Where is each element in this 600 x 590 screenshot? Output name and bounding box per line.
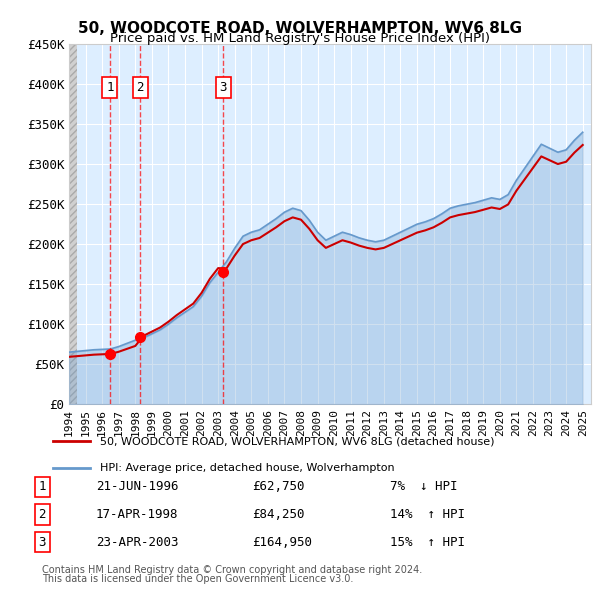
Text: 23-APR-2003: 23-APR-2003 xyxy=(96,536,179,549)
Text: £164,950: £164,950 xyxy=(252,536,312,549)
Text: Price paid vs. HM Land Registry's House Price Index (HPI): Price paid vs. HM Land Registry's House … xyxy=(110,32,490,45)
Text: £62,750: £62,750 xyxy=(252,480,305,493)
Text: 14%  ↑ HPI: 14% ↑ HPI xyxy=(390,508,465,521)
Text: 2: 2 xyxy=(38,508,46,521)
Text: 50, WOODCOTE ROAD, WOLVERHAMPTON, WV6 8LG: 50, WOODCOTE ROAD, WOLVERHAMPTON, WV6 8L… xyxy=(78,21,522,35)
Text: 15%  ↑ HPI: 15% ↑ HPI xyxy=(390,536,465,549)
Bar xyxy=(69,44,77,404)
Text: HPI: Average price, detached house, Wolverhampton: HPI: Average price, detached house, Wolv… xyxy=(100,463,395,473)
Text: £84,250: £84,250 xyxy=(252,508,305,521)
Text: 1: 1 xyxy=(106,81,113,94)
Text: 50, WOODCOTE ROAD, WOLVERHAMPTON, WV6 8LG (detached house): 50, WOODCOTE ROAD, WOLVERHAMPTON, WV6 8L… xyxy=(100,436,494,446)
Text: 17-APR-1998: 17-APR-1998 xyxy=(96,508,179,521)
Text: 3: 3 xyxy=(220,81,227,94)
Text: 7%  ↓ HPI: 7% ↓ HPI xyxy=(390,480,458,493)
Text: 3: 3 xyxy=(38,536,46,549)
Text: 21-JUN-1996: 21-JUN-1996 xyxy=(96,480,179,493)
Text: 1: 1 xyxy=(38,480,46,493)
Text: Contains HM Land Registry data © Crown copyright and database right 2024.: Contains HM Land Registry data © Crown c… xyxy=(42,565,422,575)
Text: 2: 2 xyxy=(136,81,144,94)
Text: This data is licensed under the Open Government Licence v3.0.: This data is licensed under the Open Gov… xyxy=(42,574,353,584)
